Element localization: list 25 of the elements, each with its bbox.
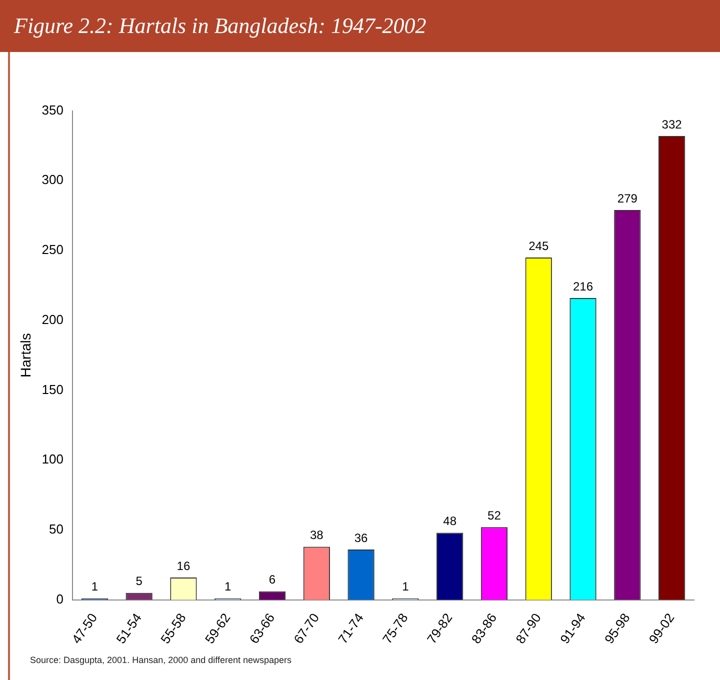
y-tick-label: 150	[42, 382, 64, 397]
y-tick-label: 50	[49, 522, 64, 537]
data-label: 279	[617, 191, 638, 206]
data-label: 1	[402, 580, 410, 594]
y-tick-label: 200	[42, 312, 64, 327]
data-label: 1	[224, 580, 232, 594]
data-label: 6	[268, 572, 276, 587]
data-label: 52	[488, 508, 502, 522]
source-note: Source: Dasgupta, 2001. Hansan, 2000 and different newspapers	[30, 655, 292, 665]
y-tick-label: 250	[42, 242, 64, 258]
data-label: 16	[176, 558, 190, 573]
data-label: 5	[136, 574, 143, 588]
y-axis-title: Hartals	[17, 333, 34, 378]
data-label: 1	[91, 580, 98, 594]
y-tick-label: 350	[42, 102, 64, 118]
y-tick-label: 100	[42, 452, 64, 467]
data-label: 216	[573, 279, 594, 294]
y-tick-label: 0	[56, 591, 64, 606]
data-label: 36	[354, 530, 368, 545]
data-label: 332	[662, 117, 682, 132]
data-label: 48	[443, 514, 457, 528]
y-tick-label: 300	[42, 172, 64, 188]
data-label: 245	[528, 238, 549, 253]
data-label: 38	[310, 528, 324, 542]
chart-title: Figure 2.2: Hartals in Bangladesh: 1947-2002	[0, 0, 720, 52]
